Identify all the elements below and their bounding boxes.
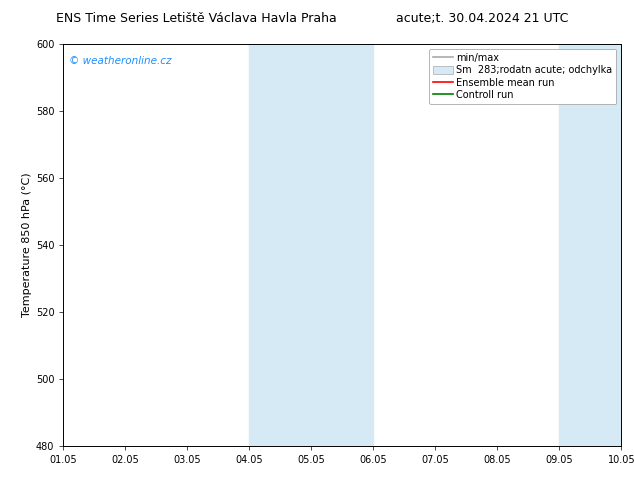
Text: acute;t. 30.04.2024 21 UTC: acute;t. 30.04.2024 21 UTC xyxy=(396,12,568,25)
Bar xyxy=(249,44,373,446)
Text: ENS Time Series Letiště Václava Havla Praha: ENS Time Series Letiště Václava Havla Pr… xyxy=(56,12,337,25)
Y-axis label: Temperature 850 hPa (°C): Temperature 850 hPa (°C) xyxy=(22,172,32,318)
Text: © weatheronline.cz: © weatheronline.cz xyxy=(69,56,171,66)
Bar xyxy=(559,44,621,446)
Legend: min/max, Sm  283;rodatn acute; odchylka, Ensemble mean run, Controll run: min/max, Sm 283;rodatn acute; odchylka, … xyxy=(429,49,616,104)
